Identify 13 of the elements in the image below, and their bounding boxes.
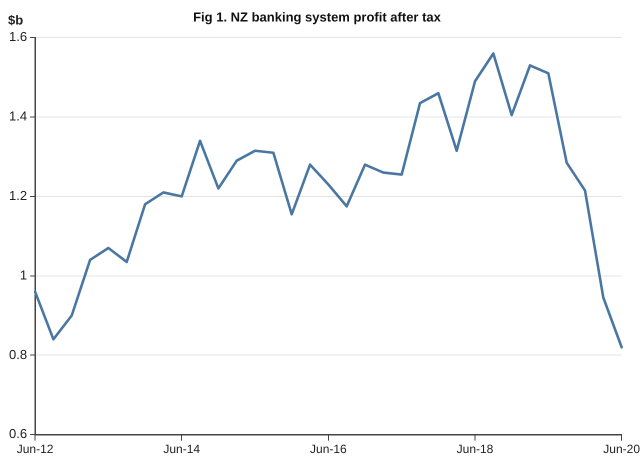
x-tick-label: Jun-16 — [310, 442, 348, 456]
y-tick-label: 1.2 — [8, 188, 28, 203]
y-tick-label: 1 — [20, 267, 28, 282]
x-tick-label: Jun-14 — [163, 442, 200, 456]
y-tick-label: 0.6 — [8, 426, 28, 442]
y-tick-label: 1.4 — [8, 108, 28, 124]
x-tick-label: Jun-18 — [456, 442, 494, 456]
x-tick-label: Jun-12 — [16, 442, 54, 456]
x-tick-label: Jun-20 — [603, 442, 640, 456]
y-tick-label: 0.8 — [8, 346, 28, 362]
chart-title: Fig 1. NZ banking system profit after tax — [193, 9, 442, 24]
y-tick-label: 1.6 — [8, 29, 28, 44]
y-axis-title: $b — [8, 12, 24, 28]
